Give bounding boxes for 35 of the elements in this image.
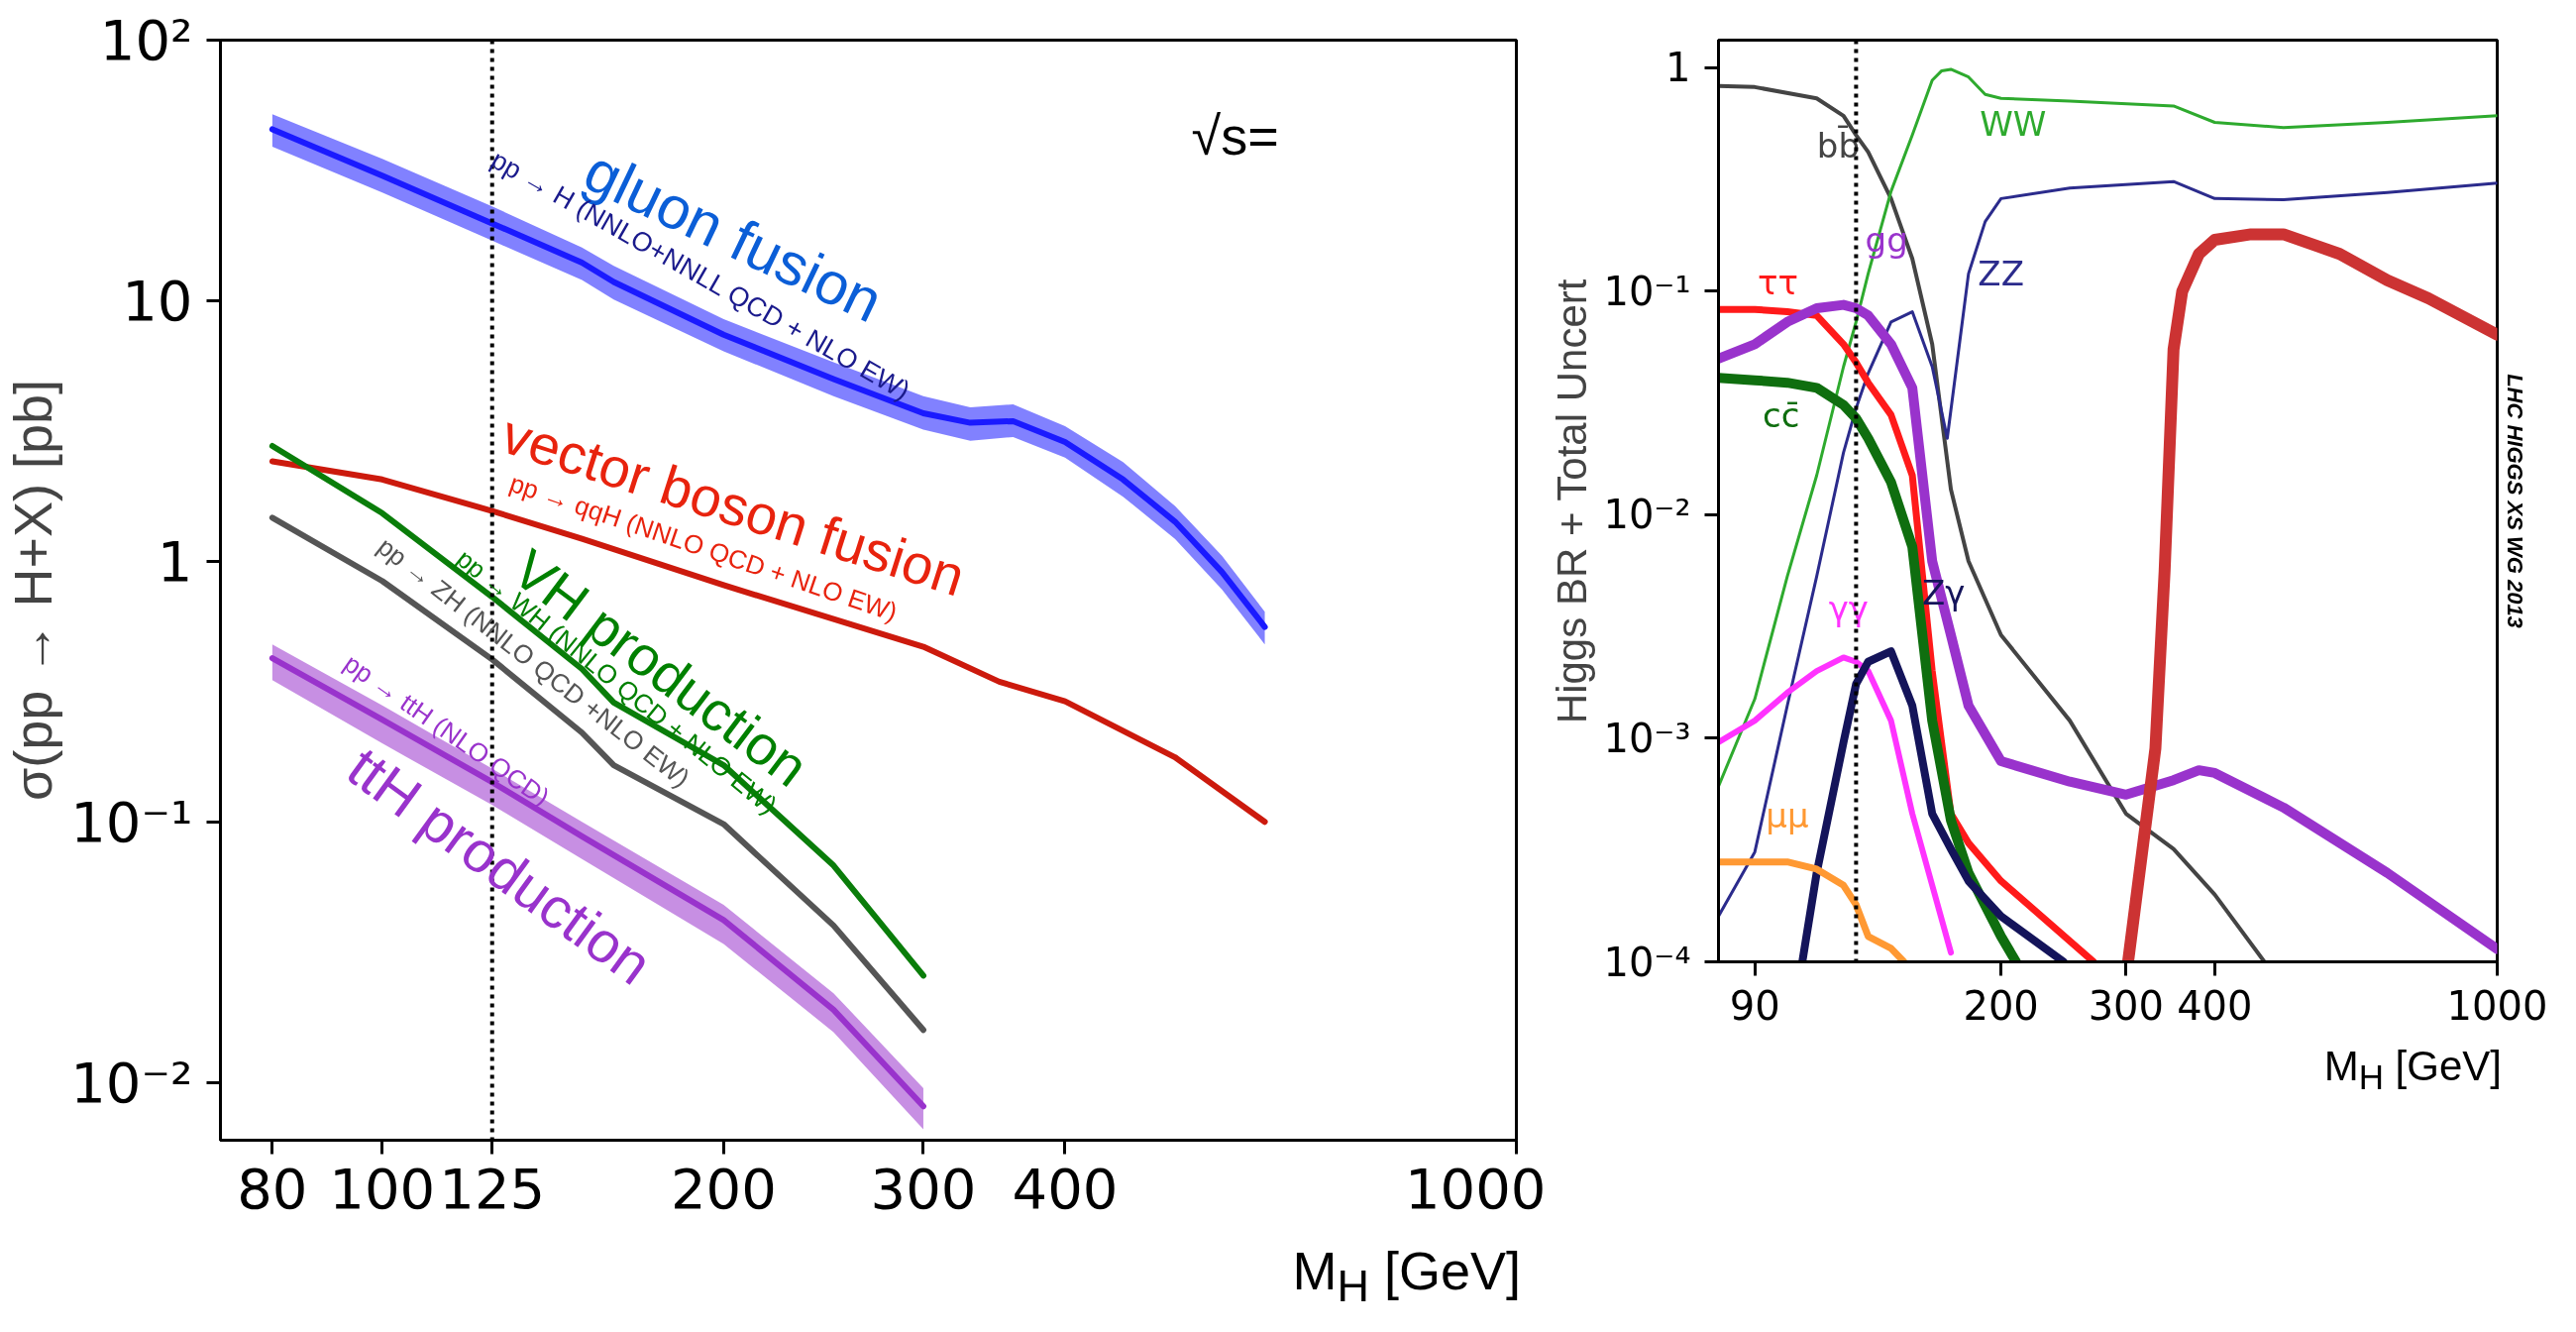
series-label: ZZ — [1978, 254, 2024, 294]
y-tick-label: 10² — [99, 8, 193, 72]
y-tick-label: 1 — [1665, 45, 1691, 91]
x-axis-title: M$_{H}$ [GeV] — [1292, 1241, 1521, 1311]
y-tick-label: 10 — [122, 268, 193, 333]
text: LHC HIGGS XS WG 2013 — [2502, 374, 2527, 628]
x-tick-label: 125 — [439, 1156, 546, 1221]
series-label: bb̄ — [1816, 125, 1861, 166]
y-axis-title: σ(pp → H+X) [pb] — [3, 379, 63, 801]
x-tick-label: 200 — [1963, 982, 2039, 1029]
x-tick-label: 90 — [1729, 982, 1780, 1029]
x-tick-label: 400 — [2177, 982, 2253, 1029]
y-tick-label: 1 — [157, 528, 193, 594]
x-tick-label: 100 — [329, 1156, 436, 1221]
x-tick-label: 300 — [870, 1156, 977, 1221]
series-label: cc̄ — [1762, 394, 1800, 435]
series-label: γγ — [1828, 589, 1869, 629]
y-axis-title: Higgs BR + Total Uncert — [1549, 278, 1596, 724]
y-tick-label: 10⁻¹ — [70, 789, 193, 854]
x-tick-label: 200 — [670, 1156, 777, 1221]
annotation: √s= — [1191, 105, 1279, 166]
series-label: μμ — [1766, 796, 1809, 836]
y-tick-label: 10⁻² — [1603, 492, 1691, 538]
x-tick-label: 80 — [237, 1156, 308, 1221]
x-tick-label: 400 — [1012, 1156, 1119, 1221]
y-tick-label: 10⁻² — [70, 1050, 193, 1115]
x-tick-label: 300 — [2088, 982, 2165, 1029]
y-tick-label: 10⁻⁴ — [1603, 939, 1691, 985]
x-tick-label: 1000 — [2446, 982, 2548, 1029]
y-tick-label: 10⁻³ — [1603, 715, 1691, 761]
x-tick-label: 1000 — [1404, 1156, 1547, 1221]
series-label: ττ — [1757, 262, 1798, 302]
series-label: WW — [1980, 104, 2047, 145]
x-axis-title: M$_{H}$ [GeV] — [2323, 1043, 2502, 1097]
y-tick-label: 10⁻¹ — [1603, 268, 1691, 314]
